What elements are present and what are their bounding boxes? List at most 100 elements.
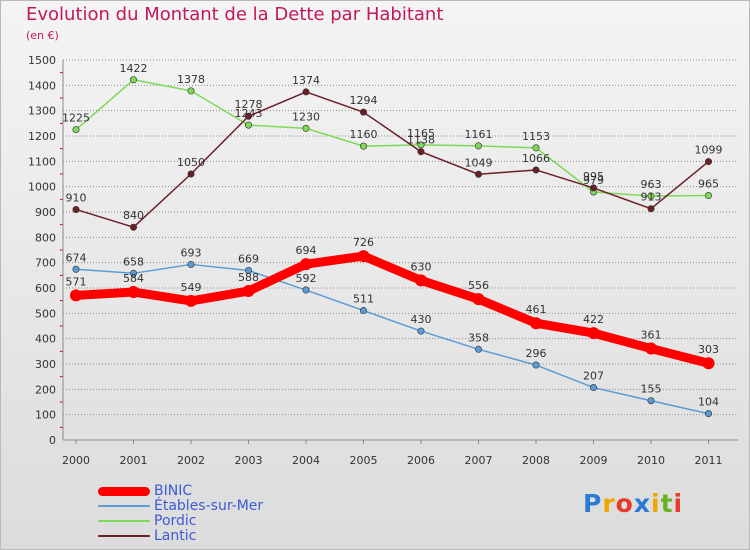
data-label-pordic: 1153 (522, 130, 550, 143)
data-label-pordic: 979 (583, 174, 604, 187)
data-label-pordic: 1161 (465, 128, 493, 141)
legend-swatch (98, 529, 150, 544)
y-tick-label: 1400 (28, 79, 56, 92)
x-tick-label: 2000 (62, 454, 90, 467)
data-label-pordic: 1378 (177, 73, 205, 86)
data-point-etables-sur-mer (359, 307, 367, 315)
data-point-etables-sur-mer (417, 327, 425, 335)
x-tick-label: 2006 (407, 454, 435, 467)
data-point-pordic (359, 142, 367, 150)
y-tick-label: 0 (49, 434, 56, 447)
y-tick-label: 200 (35, 383, 56, 396)
chart-unit: (en €) (26, 29, 59, 42)
data-point-pordic (245, 121, 253, 129)
x-tick-label: 2009 (580, 454, 608, 467)
data-point-lantic (647, 205, 655, 213)
data-label-etables-sur-mer: 693 (181, 246, 202, 259)
data-point-etables-sur-mer (72, 265, 80, 273)
data-point-pordic (704, 192, 712, 200)
data-label-lantic: 1050 (177, 156, 205, 169)
data-label-lantic: 913 (641, 191, 662, 204)
data-label-lantic: 1099 (695, 144, 723, 157)
data-point-lantic (72, 205, 80, 213)
data-label-binic: 588 (238, 271, 259, 284)
x-tick-label: 2008 (522, 454, 550, 467)
data-point-etables-sur-mer (647, 397, 655, 405)
data-label-pordic: 965 (698, 178, 719, 191)
y-tick-label: 100 (35, 409, 56, 422)
data-point-pordic (72, 126, 80, 134)
data-point-lantic (417, 148, 425, 156)
series-line-binic (71, 251, 713, 368)
data-label-lantic: 1138 (407, 134, 435, 147)
legend-item-pordic: Pordic (98, 513, 338, 529)
y-tick-label: 1300 (28, 105, 56, 118)
data-label-lantic: 840 (123, 209, 144, 222)
data-label-etables-sur-mer: 511 (353, 293, 374, 306)
data-point-lantic (302, 88, 310, 96)
data-label-binic: 571 (66, 275, 87, 288)
data-label-etables-sur-mer: 358 (468, 331, 489, 344)
legend-label: BINIC (154, 483, 193, 499)
data-point-lantic (589, 184, 597, 192)
data-point-binic (127, 286, 140, 299)
x-tick-label: 2011 (695, 454, 723, 467)
y-tick-label: 500 (35, 307, 56, 320)
y-tick-label: 1500 (28, 54, 56, 67)
x-tick-label: 2003 (235, 454, 263, 467)
data-point-binic (242, 285, 255, 298)
logo-letter: t (660, 489, 674, 518)
data-label-lantic: 1049 (465, 156, 493, 169)
data-label-binic: 361 (641, 329, 662, 342)
data-label-pordic: 1230 (292, 110, 320, 123)
legend-swatch (98, 514, 150, 529)
data-point-pordic (417, 141, 425, 149)
x-tick-label: 2004 (292, 454, 320, 467)
legend-item-lantic: Lantic (98, 528, 338, 544)
data-point-binic (70, 289, 82, 302)
data-point-pordic (130, 76, 138, 84)
legend-label: Lantic (154, 528, 197, 544)
logo-letter: x (633, 489, 651, 518)
data-label-etables-sur-mer: 207 (583, 370, 604, 383)
data-point-etables-sur-mer (704, 410, 712, 418)
data-label-lantic: 995 (583, 170, 604, 183)
series-line-lantic (75, 91, 710, 228)
data-label-lantic: 910 (66, 191, 87, 204)
data-point-binic (415, 274, 427, 287)
data-label-binic: 549 (181, 281, 202, 294)
data-point-binic (645, 342, 657, 355)
data-label-pordic: 1225 (62, 112, 90, 125)
data-label-etables-sur-mer: 674 (66, 251, 87, 264)
data-label-lantic: 1374 (292, 74, 320, 87)
data-point-pordic (187, 87, 195, 95)
x-tick-label: 2007 (465, 454, 493, 467)
data-point-etables-sur-mer (474, 345, 482, 353)
data-point-lantic (474, 170, 482, 178)
legend-swatch (98, 499, 150, 514)
data-point-lantic (359, 108, 367, 116)
data-point-pordic (474, 142, 482, 150)
x-tick-label: 2002 (177, 454, 205, 467)
x-tick-label: 2005 (350, 454, 378, 467)
data-label-binic: 630 (411, 260, 432, 273)
data-label-pordic: 1165 (407, 127, 435, 140)
data-label-lantic: 1066 (522, 152, 550, 165)
y-tick-label: 1100 (28, 155, 56, 168)
data-label-etables-sur-mer: 658 (123, 255, 144, 268)
data-point-lantic (187, 170, 195, 178)
legend-item-etables-sur-mer: Étables-sur-Mer (98, 498, 338, 514)
data-label-lantic: 1294 (350, 94, 378, 107)
data-label-lantic: 1278 (235, 98, 263, 111)
data-point-lantic (245, 112, 253, 120)
data-point-binic (357, 250, 370, 263)
y-tick-label: 1000 (28, 181, 56, 194)
x-tick-label: 2010 (637, 454, 665, 467)
y-tick-label: 600 (35, 282, 56, 295)
data-point-binic (530, 317, 542, 330)
data-label-etables-sur-mer: 155 (641, 383, 662, 396)
data-point-lantic (704, 158, 712, 166)
series-line-pordic (75, 79, 710, 197)
data-point-etables-sur-mer (187, 260, 195, 268)
